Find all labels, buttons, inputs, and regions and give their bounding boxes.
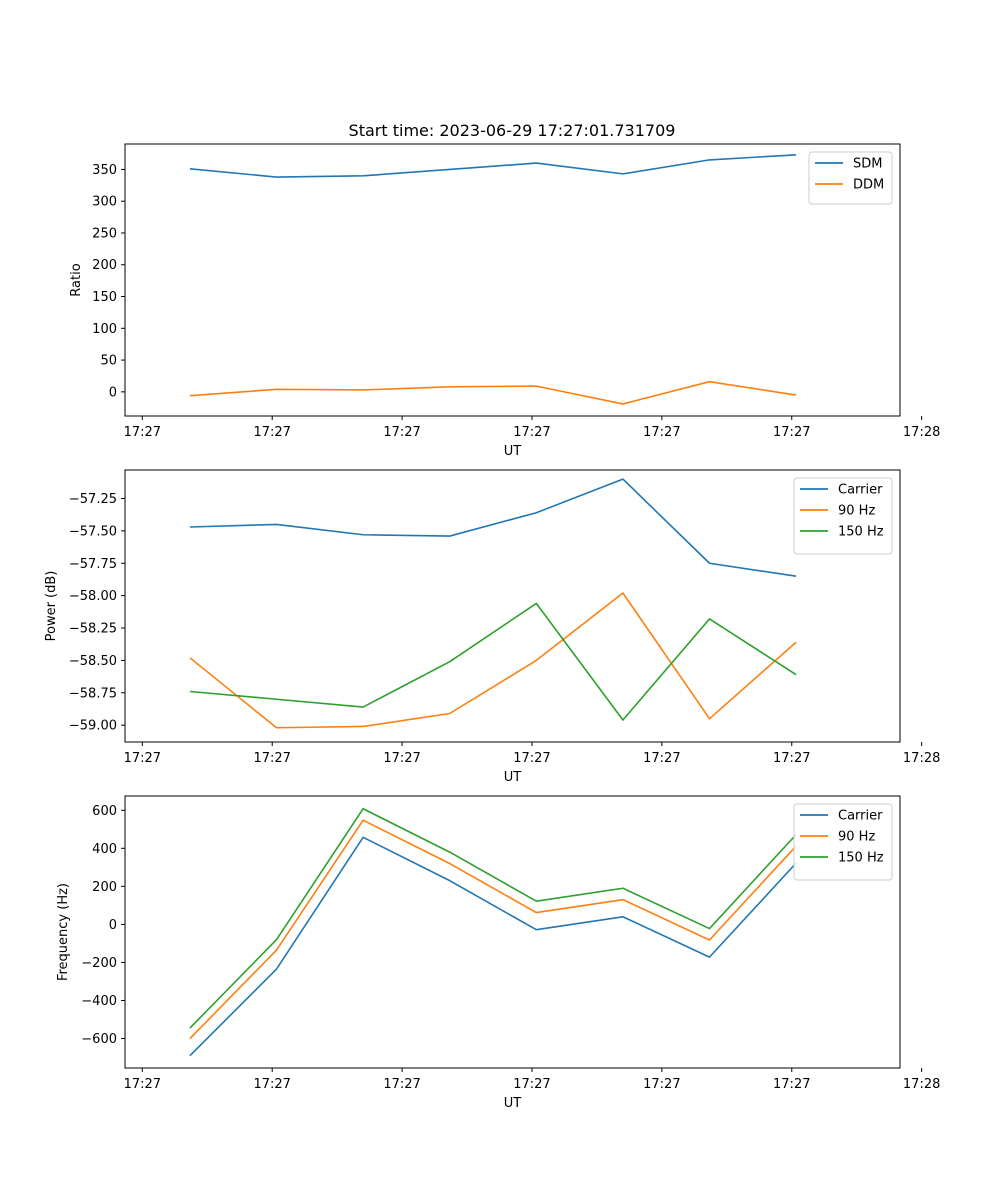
y-tick-label: 250 bbox=[92, 226, 117, 241]
legend-entry: Carrier bbox=[838, 483, 883, 498]
x-axis-label: UT bbox=[504, 444, 522, 459]
y-tick-label: 100 bbox=[92, 322, 117, 337]
y-tick-label: −600 bbox=[81, 1032, 117, 1047]
series-line-3-3 bbox=[189, 807, 797, 1029]
subplot-2: 17:27 17:27 17:27 17:27 17:27 17:27 17:28 −59.0… bbox=[44, 469, 940, 785]
x-tick-label: 17:27 bbox=[383, 751, 420, 766]
x-tick-label: 17:27 bbox=[253, 1077, 290, 1092]
subplot-3: 17:27 17:27 17:27 17:27 17:27 17:27 17:28 −600 −… bbox=[56, 795, 940, 1111]
axes-frame bbox=[124, 143, 901, 417]
x-axis-label: UT bbox=[504, 1096, 522, 1111]
x-tick-label: 17:28 bbox=[903, 751, 940, 766]
figure-title: Start time: 2023-06-29 17:27:01.731709 bbox=[349, 121, 676, 140]
y-tick-label: 150 bbox=[92, 290, 117, 305]
x-tick-label: 17:27 bbox=[773, 751, 810, 766]
y-tick-label: −200 bbox=[81, 956, 117, 971]
axes-frame bbox=[124, 469, 901, 743]
y-tick-label: −59.00 bbox=[69, 719, 117, 734]
plots-container: 17:27 17:27 17:27 17:27 17:27 17:27 17:28 0 50 10… bbox=[44, 143, 940, 1111]
x-axis-label: UT bbox=[504, 770, 522, 785]
legend-entry: DDM bbox=[853, 178, 884, 193]
y-tick-label: −58.50 bbox=[69, 654, 117, 669]
x-tick-label: 17:27 bbox=[773, 1077, 810, 1092]
x-tick-label: 17:27 bbox=[253, 751, 290, 766]
y-tick-label: 200 bbox=[92, 880, 117, 895]
legend-entry: 150 Hz bbox=[838, 851, 884, 866]
y-tick-label: 0 bbox=[109, 918, 117, 933]
x-tick-label: 17:27 bbox=[383, 1077, 420, 1092]
legend: SDM DDM bbox=[808, 151, 893, 205]
x-tick-label: 17:27 bbox=[773, 425, 810, 440]
x-tick-label: 17:27 bbox=[643, 1077, 680, 1092]
y-tick-label: −58.00 bbox=[69, 589, 117, 604]
x-tick-label: 17:27 bbox=[513, 751, 550, 766]
y-tick-label: 400 bbox=[92, 842, 117, 857]
x-tick-label: 17:28 bbox=[903, 425, 940, 440]
y-tick-label: 600 bbox=[92, 804, 117, 819]
series-line-2-2 bbox=[189, 592, 797, 729]
y-tick-label: −57.50 bbox=[69, 524, 117, 539]
y-tick-label: −57.75 bbox=[69, 557, 117, 572]
legend-box bbox=[793, 477, 893, 555]
series-line-3-2 bbox=[189, 819, 797, 1040]
y-tick-label: −400 bbox=[81, 994, 117, 1009]
legend: Carrier 90 Hz 150 Hz bbox=[793, 803, 893, 881]
x-tick-label: 17:27 bbox=[513, 1077, 550, 1092]
subplot-1: 17:27 17:27 17:27 17:27 17:27 17:27 17:28 0 50 10… bbox=[69, 143, 940, 459]
series-line-2-1 bbox=[189, 478, 797, 578]
y-axis-label: Ratio bbox=[69, 263, 84, 296]
x-tick-label: 17:27 bbox=[513, 425, 550, 440]
legend: Carrier 90 Hz 150 Hz bbox=[793, 477, 893, 555]
y-tick-label: 200 bbox=[92, 258, 117, 273]
y-tick-label: 50 bbox=[100, 354, 117, 369]
legend-entry: SDM bbox=[853, 157, 882, 172]
x-tick-label: 17:27 bbox=[124, 751, 161, 766]
legend-entry: 90 Hz bbox=[838, 504, 875, 519]
x-tick-label: 17:27 bbox=[643, 425, 680, 440]
legend-box bbox=[793, 803, 893, 881]
legend-entry: 150 Hz bbox=[838, 525, 884, 540]
y-tick-label: 300 bbox=[92, 195, 117, 210]
y-tick-label: −58.25 bbox=[69, 622, 117, 637]
y-tick-label: −58.75 bbox=[69, 686, 117, 701]
x-tick-label: 17:28 bbox=[903, 1077, 940, 1092]
legend-entry: 90 Hz bbox=[838, 830, 875, 845]
series-line-2-3 bbox=[189, 602, 797, 721]
y-tick-label: 0 bbox=[109, 385, 117, 400]
series-line-1-1 bbox=[189, 154, 797, 178]
y-tick-label: −57.25 bbox=[69, 492, 117, 507]
y-axis-label: Power (dB) bbox=[44, 571, 59, 642]
x-tick-label: 17:27 bbox=[124, 1077, 161, 1092]
y-tick-label: 350 bbox=[92, 163, 117, 178]
x-tick-label: 17:27 bbox=[643, 751, 680, 766]
y-axis-label: Frequency (Hz) bbox=[56, 883, 71, 981]
legend-entry: Carrier bbox=[838, 809, 883, 824]
x-tick-label: 17:27 bbox=[383, 425, 420, 440]
axes-frame bbox=[124, 795, 901, 1069]
legend-box bbox=[808, 151, 893, 205]
x-tick-label: 17:27 bbox=[124, 425, 161, 440]
series-line-3-1 bbox=[189, 836, 797, 1057]
series-line-1-2 bbox=[189, 380, 797, 405]
x-tick-label: 17:27 bbox=[253, 425, 290, 440]
